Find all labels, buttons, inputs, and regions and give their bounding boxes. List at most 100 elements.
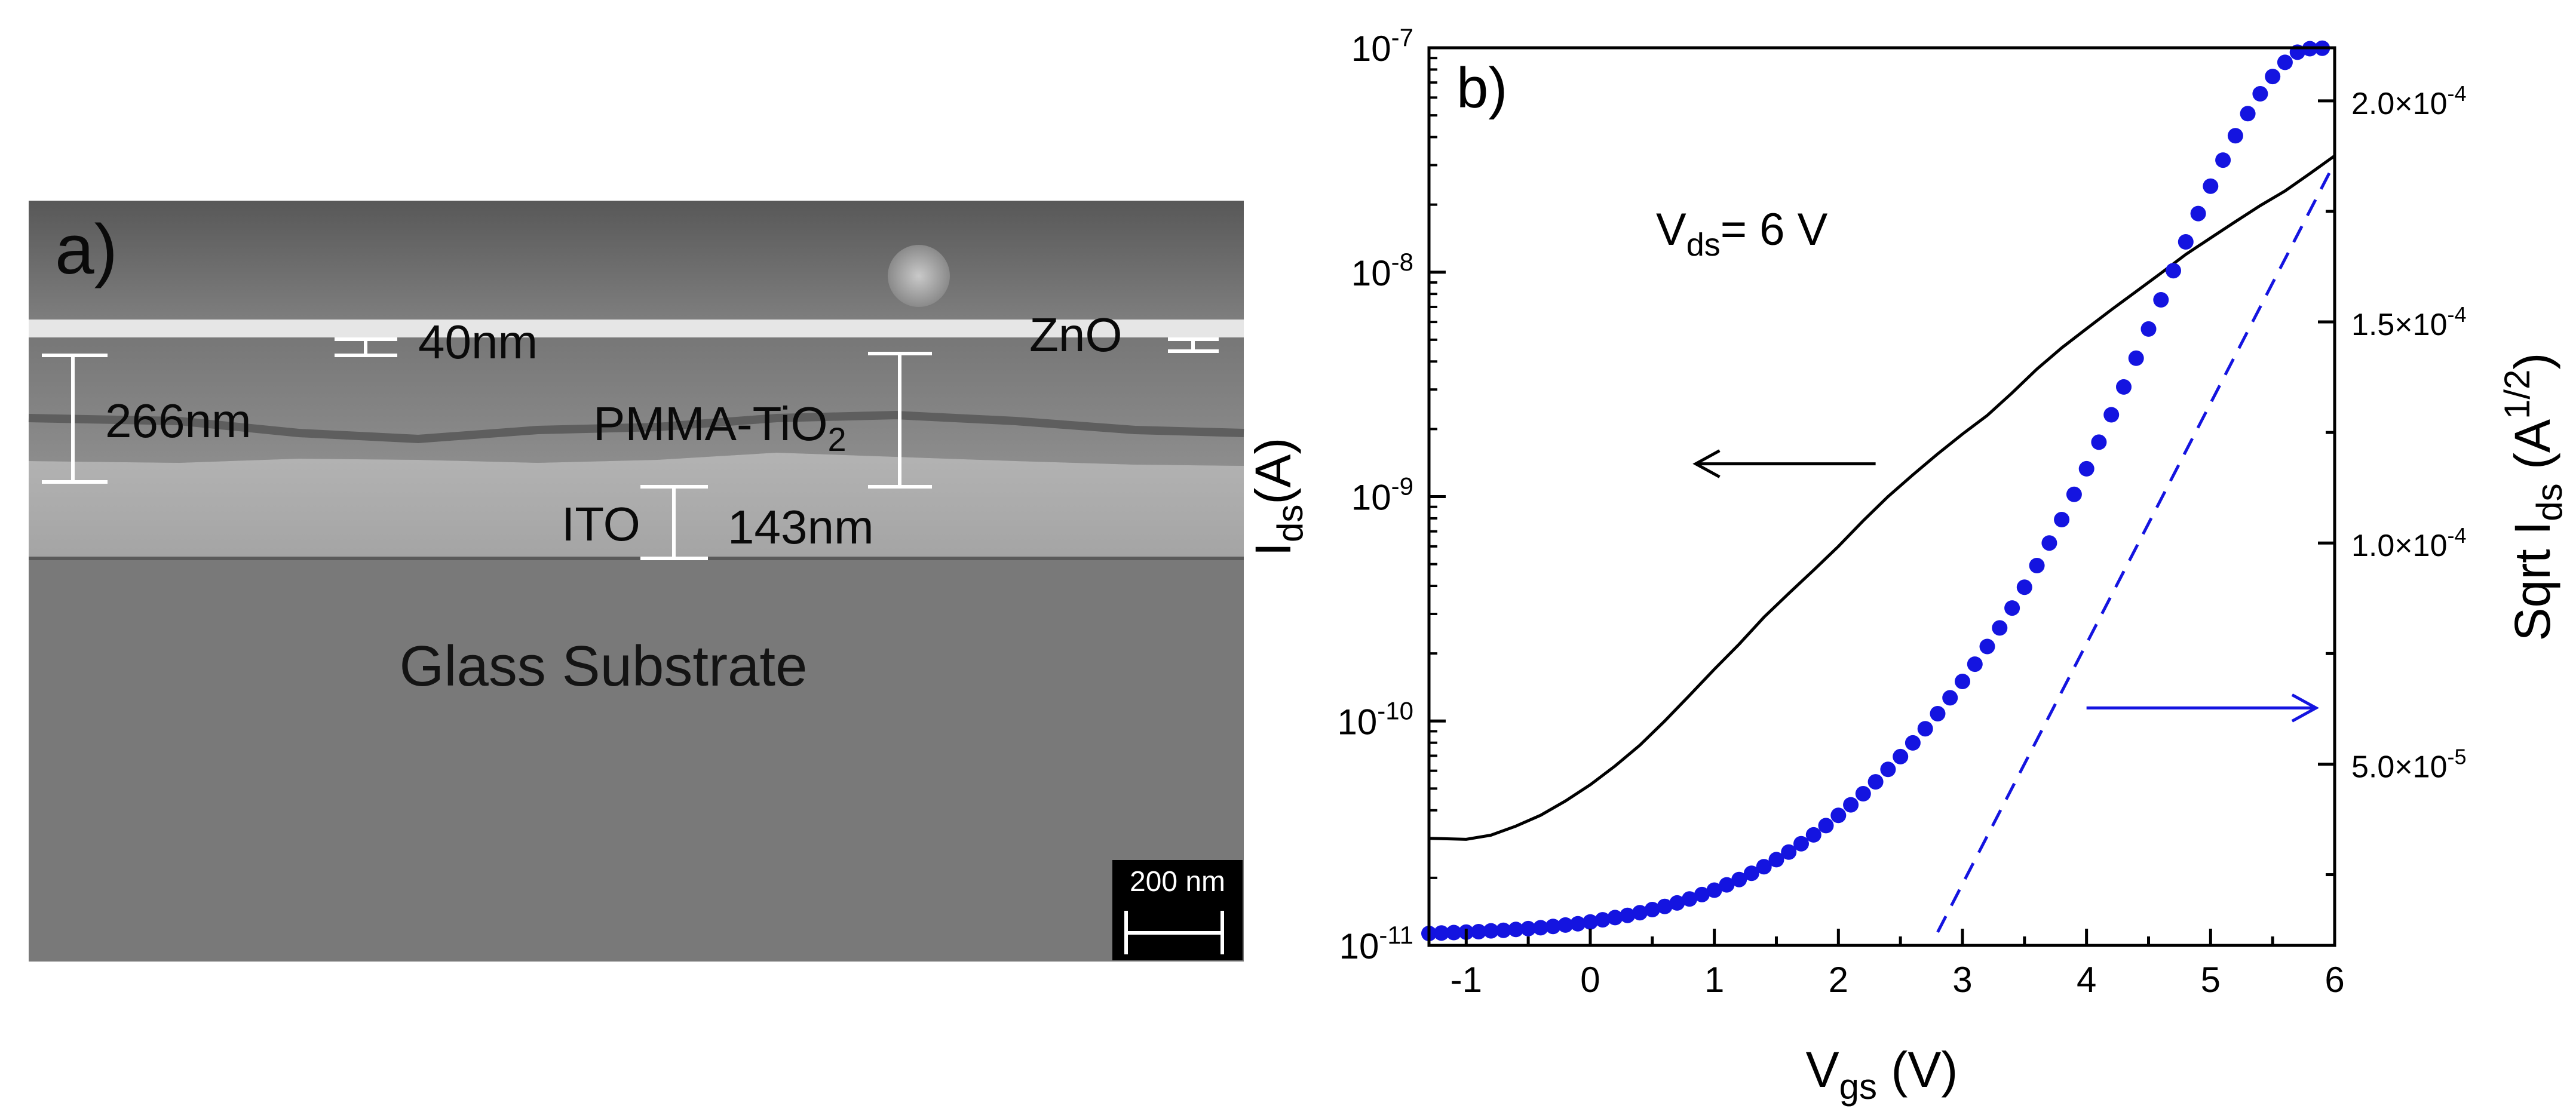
sqrt-ids-point [1843,797,1859,813]
y-left-tick-label-base: 10 [1351,253,1391,293]
sqrt-ids-point [1520,920,1537,936]
sqrt-ids-point [2190,205,2206,222]
sqrt-ids-point [1545,919,1561,935]
sqrt-ids-point [2153,292,2169,308]
sqrt-ids-point [1719,877,1735,893]
sqrt-ids-point [1917,721,1933,737]
zno-label: ZnO [1029,308,1123,361]
x-tick-label: 1 [1704,960,1724,1000]
y-left-axis-title-sub: ds [1270,505,1310,542]
y-left-tick-label-exp: -10 [1377,696,1413,724]
sqrt-ids-point [1632,905,1648,921]
sqrt-ids-point [1557,917,1574,933]
vds-annotation-suffix: = 6 V [1721,204,1828,255]
ito-label: ITO [562,497,640,551]
y-right-tick-label: 1.5×10-4 [2351,302,2467,342]
panel-b-label: b) [1456,56,1507,120]
y-right-tick-label-exp: -4 [2448,81,2467,106]
y-left-axis-title: Ids(A) [1245,438,1310,557]
sqrt-ids-point [1483,923,1499,939]
y-left-tick-label-exp: -8 [1391,248,1413,276]
vds-annotation-prefix: V [1656,204,1686,255]
vds-annotation-sub: ds [1686,227,1721,263]
ids-curve [1428,154,2336,841]
sqrt-ids-point [2240,106,2256,122]
sem-top-region [29,201,1244,320]
sqrt-ids-point [1532,920,1548,936]
scale-bar: 200 nm [1112,860,1243,960]
x-axis-title-main: V [1806,1042,1839,1098]
y-left-tick-label-exp: -9 [1391,472,1413,500]
sqrt-ids-point [1471,924,1487,939]
y-right-axis-title-end: ) [2504,353,2560,370]
sqrt-ids-point [1942,690,1958,706]
y-right-axis-title-sup: 1/2 [2497,370,2537,419]
y-right-tick-label: 1.0×10-4 [2351,523,2467,563]
transfer-curve-chart: -1 0 1 2 3 4 5 610-1110-1010-910-810-75.0×10-51… [1245,23,2569,1107]
dielectric-interface [28,410,1244,444]
sqrt-ids-point [2227,128,2243,144]
sqrt-ids-point [1446,924,1462,941]
sqrt-ids-point [1583,914,1598,930]
sqrt-ids-point [1682,891,1698,907]
sqrt-ids-point [2128,350,2144,366]
panel-a-label: a) [55,210,118,289]
sqrt-ids-point [1644,902,1660,917]
y-right-tick-label-exp: -4 [2448,302,2467,327]
sqrt-ids-point [2016,579,2032,595]
sqrt-ids-point [1905,735,1921,751]
sqrt-ids-point [1669,895,1685,911]
sqrt-ids-point [1955,674,1970,689]
sqrt-ids-point [1508,922,1524,938]
left-axis-arrow-head [1692,449,1721,478]
dielectric-subscript: 2 [828,420,847,458]
plot-series [1421,40,2336,941]
plot-ticks: -1 0 1 2 3 4 5 610-1110-1010-910-810-75.0×10-51… [1338,23,2467,1000]
sem-micrograph-panel: a) 40nm ZnO 266nm PMMA-TiO2 ITO 143nm Gl… [28,201,1244,962]
y-right-tick-label: 5.0×10-5 [2351,744,2467,784]
sqrt-ids-point [2029,558,2045,573]
y-left-tick-label: 10-7 [1351,23,1413,69]
sqrt-ids-point [2215,152,2231,168]
y-left-tick-label: 10-11 [1339,921,1413,966]
sqrt-ids-point [2054,512,2070,527]
sqrt-ids-point [1694,886,1710,902]
sqrt-ids-point [1731,871,1747,887]
thickness-markers [42,337,1219,560]
y-right-tick-label: 2.0×10-4 [2351,81,2467,121]
y-left-tick-label: 10-10 [1338,696,1413,742]
y-right-tick-label-exp: -4 [2448,523,2467,548]
sqrt-ids-point [1992,620,2008,636]
sqrt-ids-point [1570,916,1586,932]
y-left-tick-label-base: 10 [1338,702,1378,742]
sqrt-ids-point [1830,807,1847,824]
sqrt-ids-point [1495,922,1511,938]
sqrt-ids-point [1793,836,1809,852]
linear-fit-line [1936,162,2336,933]
sqrt-ids-point [1433,925,1449,941]
sqrt-ids-point [2091,434,2107,450]
y-left-tick-label-base: 10 [1351,478,1391,518]
sqrt-ids-point [2116,379,2132,395]
y-right-tick-label-exp: -5 [2448,744,2467,769]
x-axis-title: Vgs (V) [1806,1042,1958,1107]
y-left-axis-title-main: I [1245,542,1301,556]
sqrt-ids-point [1657,898,1673,914]
sqrt-ids-point [2252,86,2268,102]
vds-annotation: Vds= 6 V [1656,204,1828,263]
zno-thickness-label: 40nm [418,315,538,368]
sqrt-ids-point [1979,638,1995,655]
scale-bar-label: 200 nm [1130,866,1225,898]
y-left-tick-label-exp: -7 [1391,23,1413,51]
sqrt-ids-point [2078,460,2094,477]
sqrt-ids-point [2066,486,2082,502]
sqrt-ids-point [2004,600,2020,616]
right-axis-arrow-head [2291,693,2320,723]
x-tick-label: 4 [2077,960,2096,1000]
sqrt-ids-point [1781,844,1797,860]
sqrt-ids-point [1880,761,1896,778]
dielectric-name: PMMA-TiO [593,397,828,450]
sqrt-ids-point [1893,748,1909,764]
sqrt-ids-point [1706,882,1722,898]
